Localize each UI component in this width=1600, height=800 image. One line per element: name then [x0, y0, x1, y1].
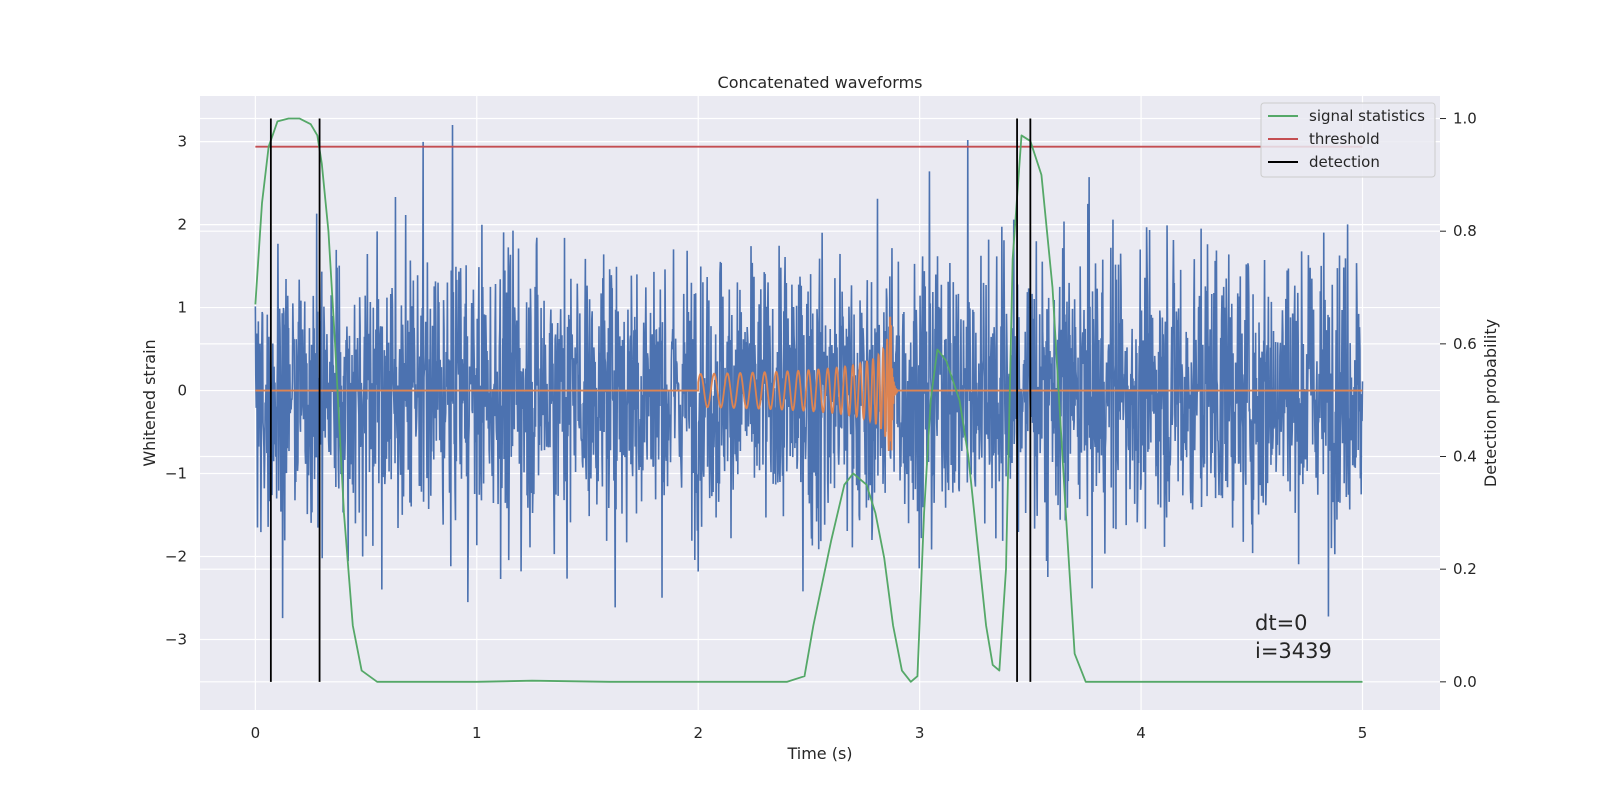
x-tick-label: 2 [693, 724, 703, 742]
legend-box [1260, 102, 1436, 178]
chart-title: Concatenated waveforms [718, 73, 923, 92]
y-tick-label: 0 [177, 382, 187, 400]
x-tick-label: 5 [1358, 724, 1368, 742]
y-tick-label: −1 [165, 465, 187, 483]
x-tick-label: 4 [1136, 724, 1146, 742]
legend: signal statistics threshold detection [1260, 102, 1436, 178]
y-right-tick-label: 0.8 [1453, 222, 1477, 240]
y-right-tick-label: 0.2 [1453, 560, 1477, 578]
legend-label-threshold: threshold [1309, 130, 1380, 148]
y-tick-label: −3 [165, 630, 187, 648]
noise-series [254, 125, 1364, 619]
y-right-tick-label: 0.6 [1453, 335, 1477, 353]
y-right-tick-label: 0.0 [1453, 673, 1477, 691]
y-tick-label: 3 [177, 133, 187, 151]
y-right-tick-label: 0.4 [1453, 448, 1477, 466]
annotation-dt: dt=0 [1255, 611, 1308, 635]
plot-area [254, 117, 1364, 683]
chirp-series [255, 316, 1363, 452]
axes: 0 1 2 3 4 5 −3 −2 −1 0 1 2 3 0.0 0.2 0.4 0.6 0.8 1.0 [165, 110, 1477, 742]
y-tick-label: 1 [177, 299, 187, 317]
signal-statistics-series [254, 117, 1363, 683]
x-axis-title: Time (s) [786, 744, 852, 763]
x-tick-label: 0 [251, 724, 261, 742]
legend-label-signal-statistics: signal statistics [1309, 107, 1425, 125]
annotation-index: i=3439 [1255, 639, 1332, 663]
legend-label-detection: detection [1309, 153, 1380, 171]
y-tick-label: 2 [177, 216, 187, 234]
y-axis-right-title: Detection probability [1481, 319, 1500, 487]
x-tick-label: 3 [915, 724, 925, 742]
y-tick-label: −2 [165, 548, 187, 566]
y-right-tick-label: 1.0 [1453, 110, 1477, 128]
y-axis-title: Whitened strain [140, 339, 159, 466]
x-tick-label: 1 [472, 724, 482, 742]
